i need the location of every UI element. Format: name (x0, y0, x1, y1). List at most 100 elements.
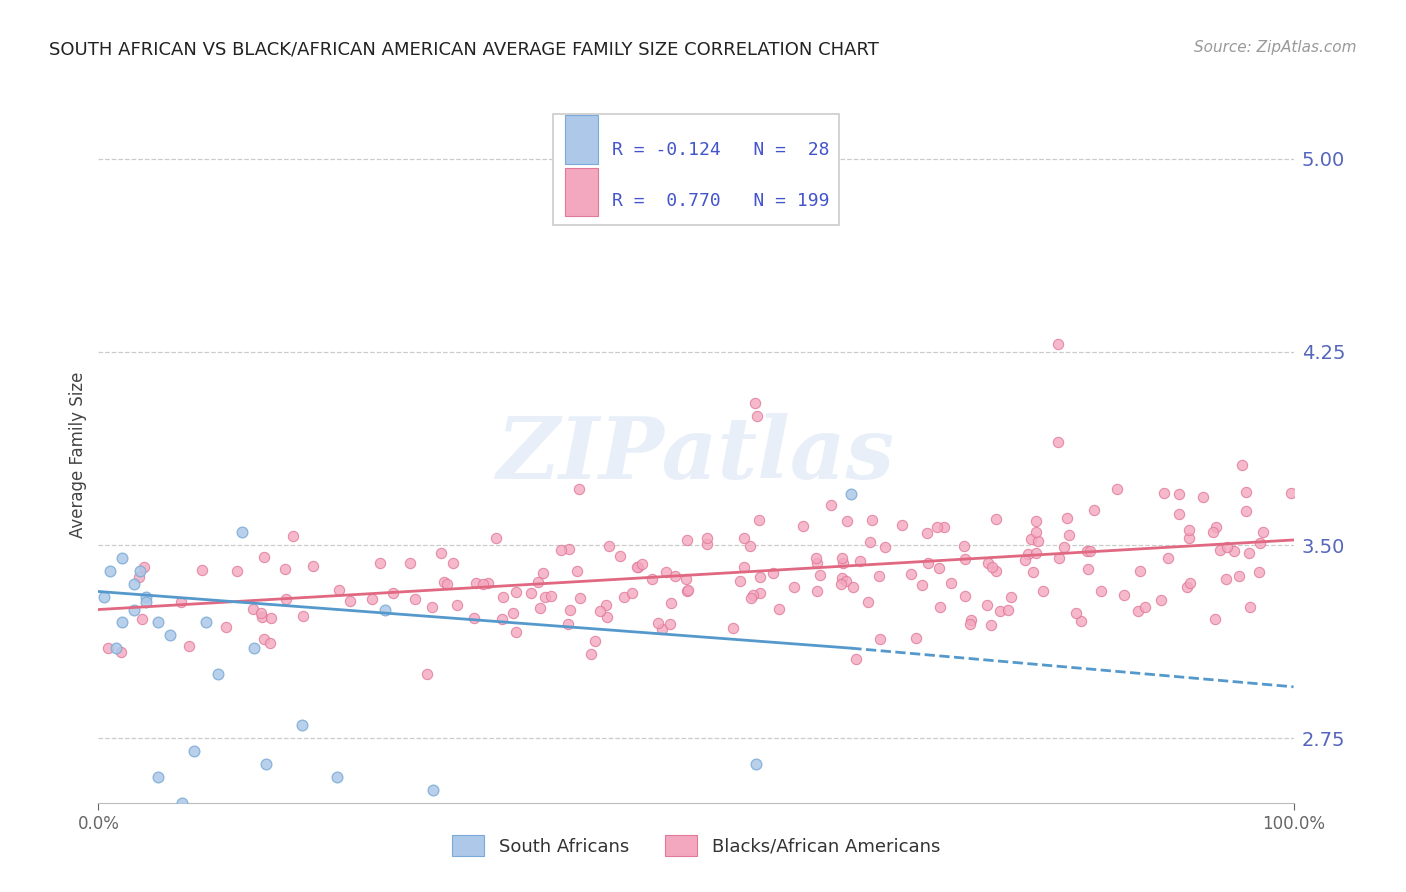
Point (519, 586, 541, 600)
Point (976, 598, 998, 612)
Point (1178, 531, 1201, 545)
Text: R =  0.770   N = 199: R = 0.770 N = 199 (613, 192, 830, 210)
Point (953, 589, 976, 603)
Point (111, 615, 134, 630)
Point (374, 602, 396, 616)
Point (398, 556, 420, 570)
Point (911, 578, 934, 592)
Point (1168, 507, 1191, 521)
Point (595, 598, 617, 612)
Point (868, 569, 890, 583)
Point (849, 554, 872, 568)
Point (1232, 458, 1254, 472)
Point (132, 560, 155, 574)
Point (1026, 533, 1049, 548)
Point (988, 604, 1011, 618)
Point (655, 566, 678, 580)
Point (762, 566, 785, 581)
Point (170, 595, 193, 609)
Point (596, 609, 619, 624)
Point (422, 783, 444, 797)
Point (1175, 580, 1198, 594)
Point (959, 616, 981, 631)
Point (243, 641, 266, 656)
Point (845, 652, 868, 666)
Point (422, 600, 444, 615)
Point (471, 577, 494, 591)
Point (124, 576, 146, 591)
Point (960, 613, 983, 627)
Point (1234, 504, 1257, 518)
Point (550, 543, 572, 558)
Point (191, 563, 214, 577)
Point (1057, 527, 1080, 541)
Point (806, 556, 828, 570)
Point (651, 622, 673, 636)
Point (485, 531, 508, 545)
Point (904, 631, 927, 645)
Point (527, 574, 550, 589)
Point (806, 550, 828, 565)
Point (1216, 541, 1239, 555)
Point (1025, 514, 1047, 528)
Point (1083, 503, 1105, 517)
Point (659, 616, 682, 631)
Point (917, 556, 939, 570)
Point (1128, 604, 1150, 618)
Point (939, 575, 962, 590)
Point (783, 580, 806, 594)
Point (506, 822, 529, 836)
Point (676, 533, 699, 547)
Point (609, 549, 631, 563)
Point (569, 591, 592, 605)
Point (955, 552, 977, 566)
Point (1229, 568, 1251, 582)
Point (1032, 584, 1054, 599)
Point (598, 539, 620, 553)
Point (534, 590, 557, 604)
Point (159, 628, 181, 642)
Point (1022, 566, 1045, 580)
Point (360, 591, 382, 606)
Point (627, 559, 650, 574)
Point (1178, 576, 1201, 591)
Point (249, 606, 271, 620)
Point (105, 641, 128, 656)
Text: R = -0.124   N =  28: R = -0.124 N = 28 (613, 141, 830, 159)
Point (748, 513, 770, 527)
Point (1209, 543, 1232, 558)
Point (745, 757, 768, 772)
Point (873, 541, 896, 555)
Point (135, 595, 157, 609)
Point (1064, 606, 1087, 620)
Point (831, 551, 853, 566)
Point (748, 570, 770, 584)
Point (219, 808, 242, 822)
Point (841, 486, 863, 500)
Point (404, 591, 426, 606)
Point (792, 519, 814, 533)
Point (531, 566, 554, 580)
Point (1070, 614, 1092, 628)
Point (135, 590, 157, 604)
Point (441, 556, 464, 570)
Point (928, 560, 950, 574)
Y-axis label: Average Family Size: Average Family Size (69, 372, 87, 538)
Point (529, 600, 551, 615)
Point (281, 529, 304, 543)
Point (129, 564, 152, 578)
Legend: South Africans, Blacks/African Americans: South Africans, Blacks/African Americans (444, 828, 948, 863)
Point (890, 517, 912, 532)
Point (1205, 520, 1227, 534)
Point (808, 568, 831, 582)
Point (1237, 546, 1260, 560)
FancyBboxPatch shape (565, 168, 598, 217)
Point (1025, 546, 1047, 560)
Point (128, 570, 150, 584)
Point (1000, 590, 1022, 604)
Point (925, 520, 948, 534)
Point (1135, 599, 1157, 614)
Point (302, 558, 325, 573)
Point (1157, 550, 1180, 565)
Point (207, 667, 229, 681)
